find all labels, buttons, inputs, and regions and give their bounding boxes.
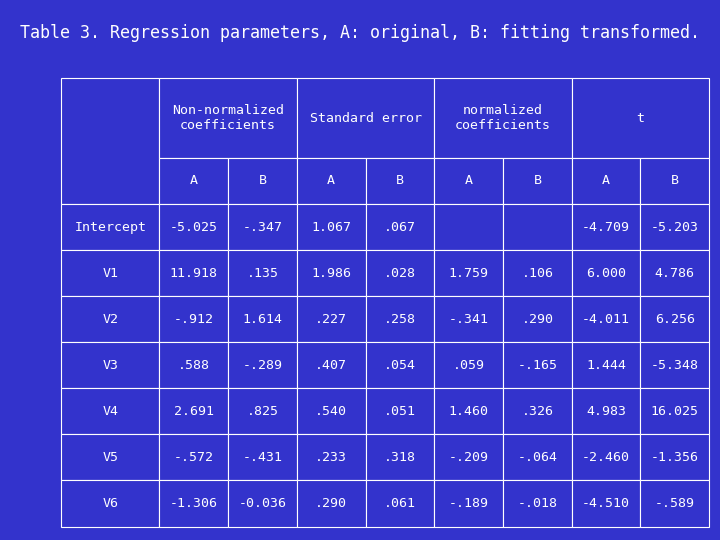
Text: 1.460: 1.460	[449, 405, 489, 418]
Text: B: B	[534, 174, 541, 187]
Text: V3: V3	[102, 359, 118, 372]
Text: A: A	[190, 174, 198, 187]
Text: 1.986: 1.986	[311, 267, 351, 280]
Text: V5: V5	[102, 451, 118, 464]
Text: 1.759: 1.759	[449, 267, 489, 280]
Text: -.572: -.572	[174, 451, 214, 464]
Text: 1.444: 1.444	[586, 359, 626, 372]
Text: .106: .106	[521, 267, 554, 280]
Text: .825: .825	[246, 405, 279, 418]
Text: A: A	[327, 174, 336, 187]
Text: V6: V6	[102, 497, 118, 510]
Text: 16.025: 16.025	[651, 405, 699, 418]
Text: -.209: -.209	[449, 451, 489, 464]
Text: -2.460: -2.460	[582, 451, 630, 464]
Text: t: t	[636, 112, 644, 125]
Text: .061: .061	[384, 497, 416, 510]
Text: -4.011: -4.011	[582, 313, 630, 326]
Text: A: A	[602, 174, 610, 187]
Text: .290: .290	[521, 313, 554, 326]
Text: Standard error: Standard error	[310, 112, 422, 125]
Text: -.189: -.189	[449, 497, 489, 510]
Text: -4.510: -4.510	[582, 497, 630, 510]
Text: B: B	[396, 174, 404, 187]
Text: -5.348: -5.348	[651, 359, 699, 372]
Text: .067: .067	[384, 220, 416, 233]
Text: -4.709: -4.709	[582, 220, 630, 233]
Text: .540: .540	[315, 405, 347, 418]
Text: 1.067: 1.067	[311, 220, 351, 233]
Text: .028: .028	[384, 267, 416, 280]
Text: V2: V2	[102, 313, 118, 326]
Text: 2.691: 2.691	[174, 405, 214, 418]
Text: .054: .054	[384, 359, 416, 372]
Text: B: B	[258, 174, 266, 187]
Text: .059: .059	[453, 359, 485, 372]
Text: .051: .051	[384, 405, 416, 418]
Text: V1: V1	[102, 267, 118, 280]
Text: -.341: -.341	[449, 313, 489, 326]
Text: .233: .233	[315, 451, 347, 464]
Text: .318: .318	[384, 451, 416, 464]
Text: -.064: -.064	[518, 451, 557, 464]
Text: Table 3. Regression parameters, A: original, B: fitting transformed.: Table 3. Regression parameters, A: origi…	[20, 24, 700, 42]
Text: .258: .258	[384, 313, 416, 326]
Text: -.912: -.912	[174, 313, 214, 326]
Text: -.347: -.347	[243, 220, 282, 233]
Text: 1.614: 1.614	[243, 313, 282, 326]
Text: .290: .290	[315, 497, 347, 510]
Text: -.289: -.289	[243, 359, 282, 372]
Text: .135: .135	[246, 267, 279, 280]
Text: -.431: -.431	[243, 451, 282, 464]
Text: 4.786: 4.786	[654, 267, 695, 280]
Text: -0.036: -0.036	[238, 497, 287, 510]
Text: Non-normalized
coefficients: Non-normalized coefficients	[172, 104, 284, 132]
Text: 11.918: 11.918	[170, 267, 217, 280]
Text: .326: .326	[521, 405, 554, 418]
Text: -5.025: -5.025	[170, 220, 217, 233]
Text: 4.983: 4.983	[586, 405, 626, 418]
Text: -1.306: -1.306	[170, 497, 217, 510]
Text: normalized
coefficients: normalized coefficients	[455, 104, 551, 132]
Text: B: B	[671, 174, 679, 187]
Text: 6.256: 6.256	[654, 313, 695, 326]
Text: -.018: -.018	[518, 497, 557, 510]
Text: .227: .227	[315, 313, 347, 326]
Text: -.589: -.589	[654, 497, 695, 510]
Text: -.165: -.165	[518, 359, 557, 372]
Text: 6.000: 6.000	[586, 267, 626, 280]
Text: Intercept: Intercept	[74, 220, 146, 233]
Text: A: A	[464, 174, 472, 187]
Text: -1.356: -1.356	[651, 451, 699, 464]
Text: .588: .588	[178, 359, 210, 372]
Text: .407: .407	[315, 359, 347, 372]
Text: V4: V4	[102, 405, 118, 418]
Text: -5.203: -5.203	[651, 220, 699, 233]
